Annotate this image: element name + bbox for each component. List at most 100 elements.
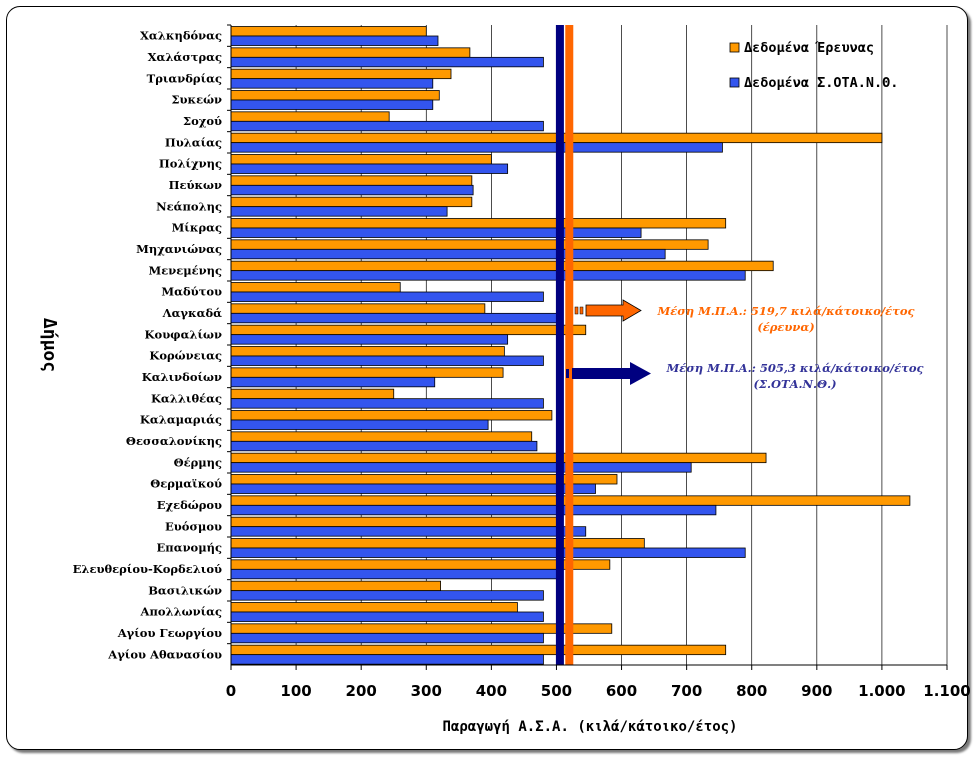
x-axis-title: Παραγωγή Α.Σ.Α. (κιλά/κάτοικο/έτος) [442,719,737,735]
annotation-text: Μέση Μ.Π.Α.: 519,7 κιλά/κάτοικο/έτος [657,304,916,318]
bar-research [230,26,427,37]
mean-line-sotanth [555,25,564,665]
bar-sotanth [230,590,544,601]
arrow-stub [566,369,569,378]
bar-sotanth [230,35,439,46]
category-label: Μίκρας [172,221,222,235]
category-label: Μηχανιώνας [136,242,222,256]
bar-sotanth [230,78,434,89]
x-tick-label: 200 [346,682,377,700]
bar-sotanth [230,206,448,217]
annotation-research-mean: Μέση Μ.Π.Α.: 519,7 κιλά/κάτοικο/έτος (έρ… [574,299,916,334]
bar-research [230,154,492,165]
bar-research [230,346,505,357]
bar-sotanth [230,632,544,644]
category-label: Σοχού [183,114,222,128]
category-label: Καλλιθέας [151,391,222,405]
bar-research [230,431,533,442]
x-tick-label: 1.000 [858,682,905,700]
bar-sotanth [230,248,666,260]
bar-research [230,623,613,634]
bar-sotanth [230,398,544,409]
right-arrow-icon [585,299,642,322]
bar-sotanth [230,547,746,558]
category-label: Καλινδοίων [142,370,222,384]
category-label: Θερμαϊκού [150,477,222,491]
bar-sotanth [230,611,544,622]
bar-sotanth [230,526,587,537]
bar-research [230,410,553,421]
bar-sotanth [230,440,538,452]
bar-research [230,47,471,58]
mean-line-research [565,25,574,665]
category-label: Αγίου Αθανασίου [107,647,222,661]
category-label: Επανομής [157,541,222,555]
bar-sotanth [230,142,723,153]
x-tick-label: 400 [476,682,507,700]
bar-research [230,196,473,208]
bar-sotanth [230,504,717,516]
bar-sotanth [230,355,544,366]
x-tick-label: 0 [226,682,236,700]
category-label: Χαλάστρας [148,50,222,64]
x-tick-label: 900 [801,682,832,700]
category-label: Απολλωνίας [140,605,222,619]
category-label: Πεύκων [169,178,222,192]
bar-research [230,367,504,378]
bar-research [230,388,395,400]
right-arrow-icon [572,362,651,385]
legend: Δεδομένα Έρευνας Δεδομένα Σ.ΟΤΑ.Ν.Θ. [729,40,898,91]
category-label: Ευόσμου [165,519,222,533]
x-tick-label: 600 [606,682,637,700]
category-label: Πολίχνης [159,157,222,171]
bar-sotanth [230,376,436,388]
arrow-stub [579,306,584,315]
y-axis-title: Δήμος [39,318,60,372]
category-label: Κορώνειας [149,349,222,363]
category-label: Μενεμένης [149,263,222,277]
bar-sotanth [230,291,544,302]
arrow-stub [574,306,579,315]
bar-sotanth [230,227,642,238]
annotation-text: Μέση Μ.Π.Α.: 505,3 κιλά/κάτοικο/έτος [666,361,925,375]
category-label: Θεσσαλονίκης [126,434,222,448]
legend-swatch-sotanth [729,77,740,88]
category-label: Πυλαίας [165,135,222,149]
bar-research [230,218,727,229]
x-tick-label: 100 [280,682,311,700]
x-tick-label: 1.100 [923,682,970,700]
arrow-stub [560,369,563,378]
bar-sotanth [230,120,544,132]
bar-research [230,324,587,336]
bar-sotanth [230,99,434,110]
category-label: Χαλκηδόνας [140,29,222,43]
bar-sotanth [230,419,489,430]
x-tick-label: 800 [736,682,767,700]
bar-sotanth [230,568,557,580]
annotation-text: (έρευνα) [757,320,814,334]
bar-sotanth [230,654,544,665]
bar-research [230,644,727,656]
category-label: Μαδύτου [161,285,222,299]
bar-research [230,452,767,464]
bar-sotanth [230,462,692,473]
bar-sotanth [230,334,509,345]
bar-research [230,111,390,122]
x-tick-label: 300 [411,682,442,700]
category-label: Θέρμης [174,455,222,469]
x-tick-label: 500 [541,682,572,700]
bar-research [230,538,645,549]
bar-research [230,175,473,186]
bar-research [230,580,441,592]
bar-research [230,602,518,613]
category-label: Τριανδρίας [147,71,222,85]
category-label: Συκεών [171,93,222,107]
category-label: Καλαμαριάς [140,413,222,427]
category-label: Νεάπολης [156,199,222,213]
bar-sotanth [230,163,509,174]
bar-sotanth [230,184,474,196]
category-label: Κουφαλίων [145,327,222,341]
legend-label-research: Δεδομένα Έρευνας [744,40,874,56]
bar-research [230,516,557,528]
